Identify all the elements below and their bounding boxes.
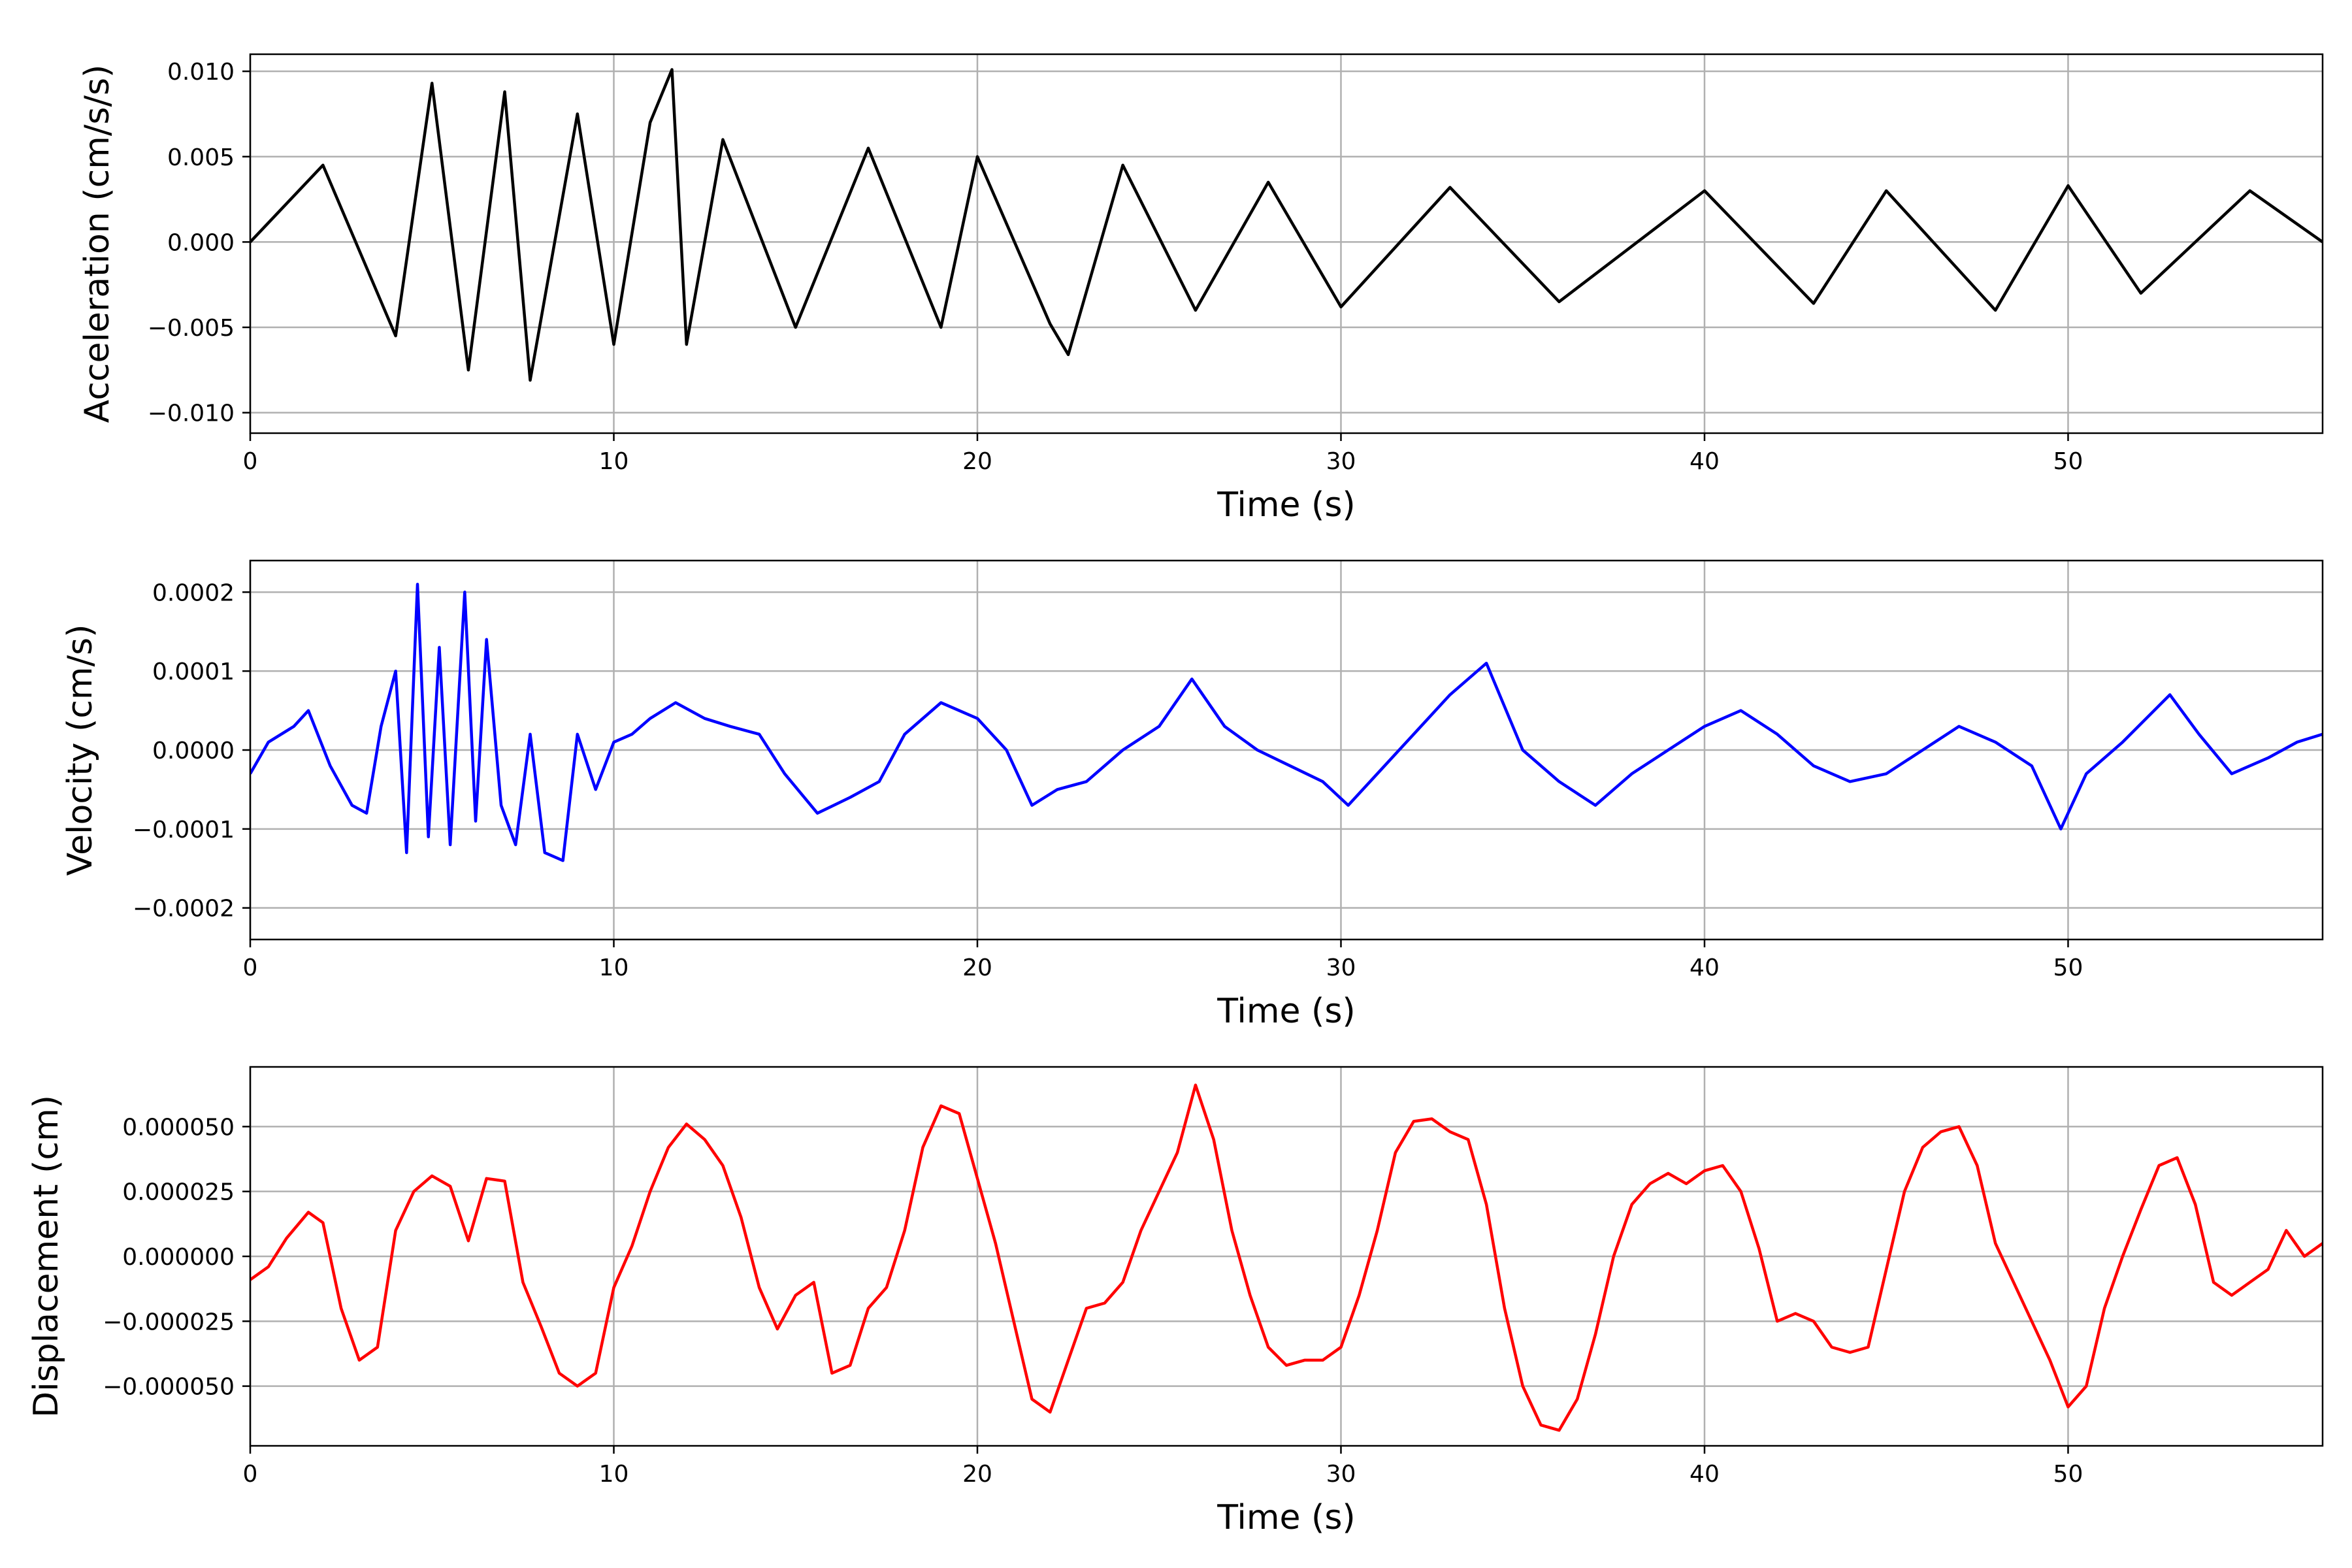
acceleration-panel: 0 10 20 30 40 50 −0.010 −0.005 0.000 0.005 0.010 Ti…	[78, 53, 2324, 525]
displacement-x-tick-label: 10	[599, 1461, 629, 1488]
acceleration-x-tick-label: 10	[599, 448, 629, 475]
displacement-panel: 0 10 20 30 40 50 −0.000050 −0.000025 0.000000 0.0…	[27, 1066, 2324, 1537]
displacement-y-axis-label: Displacement (cm)	[27, 1095, 66, 1418]
velocity-y-tick-label: −0.0002	[133, 896, 235, 923]
acceleration-y-tick-label: 0.010	[167, 59, 235, 86]
velocity-series-line	[250, 583, 2323, 862]
displacement-y-tick-label: 0.000050	[122, 1114, 235, 1141]
acceleration-x-tick-label: 50	[2053, 448, 2083, 475]
velocity-x-tick-label: 10	[599, 955, 629, 981]
acceleration-y-tick-label: −0.005	[148, 315, 235, 342]
velocity-x-tick-label: 0	[243, 955, 258, 981]
acceleration-axes-frame	[249, 53, 2324, 434]
velocity-y-tick-label: 0.0002	[152, 580, 235, 606]
acceleration-y-tick-label: −0.010	[148, 400, 235, 427]
acceleration-series-line	[250, 68, 2323, 382]
acceleration-x-tick-label: 20	[962, 448, 992, 475]
acceleration-x-axis-label: Time (s)	[1217, 485, 1355, 525]
displacement-series-line	[250, 1083, 2323, 1432]
displacement-x-axis-label: Time (s)	[1217, 1498, 1355, 1537]
velocity-y-tick-label: 0.0001	[152, 659, 235, 685]
displacement-x-tick-label: 20	[962, 1461, 992, 1488]
velocity-y-tick-label: 0.0000	[152, 738, 235, 764]
velocity-x-tick-label: 20	[962, 955, 992, 981]
velocity-x-tick-label: 50	[2053, 955, 2083, 981]
velocity-x-tick-label: 30	[1326, 955, 1356, 981]
acceleration-x-tick-label: 30	[1326, 448, 1356, 475]
displacement-x-tick-label: 40	[1690, 1461, 1720, 1488]
velocity-x-axis-label: Time (s)	[1217, 992, 1355, 1031]
acceleration-y-tick-label: 0.005	[167, 144, 235, 171]
acceleration-x-tick-label: 0	[243, 448, 258, 475]
velocity-x-tick-label: 40	[1690, 955, 1720, 981]
displacement-x-tick-label: 30	[1326, 1461, 1356, 1488]
displacement-x-tick-label: 0	[243, 1461, 258, 1488]
velocity-y-tick-label: −0.0001	[133, 817, 235, 843]
velocity-panel: 0 10 20 30 40 50 −0.0002 −0.0001 0.0000 0.0001 0.0…	[61, 559, 2324, 1031]
displacement-x-tick-label: 50	[2053, 1461, 2083, 1488]
displacement-y-tick-label: 0.000000	[122, 1244, 235, 1271]
displacement-y-tick-label: −0.000050	[103, 1374, 235, 1401]
velocity-y-axis-label: Velocity (cm/s)	[61, 625, 100, 876]
acceleration-y-tick-label: 0.000	[167, 229, 235, 256]
acceleration-y-axis-label: Acceleration (cm/s/s)	[78, 65, 117, 423]
panels: 0 10 20 30 40 50 −0.010 −0.005 0.000 0.005 0.010 Ti…	[27, 53, 2324, 1537]
acceleration-x-tick-label: 40	[1690, 448, 1720, 475]
displacement-y-tick-label: 0.000025	[122, 1179, 235, 1206]
displacement-y-tick-label: −0.000025	[103, 1309, 235, 1335]
